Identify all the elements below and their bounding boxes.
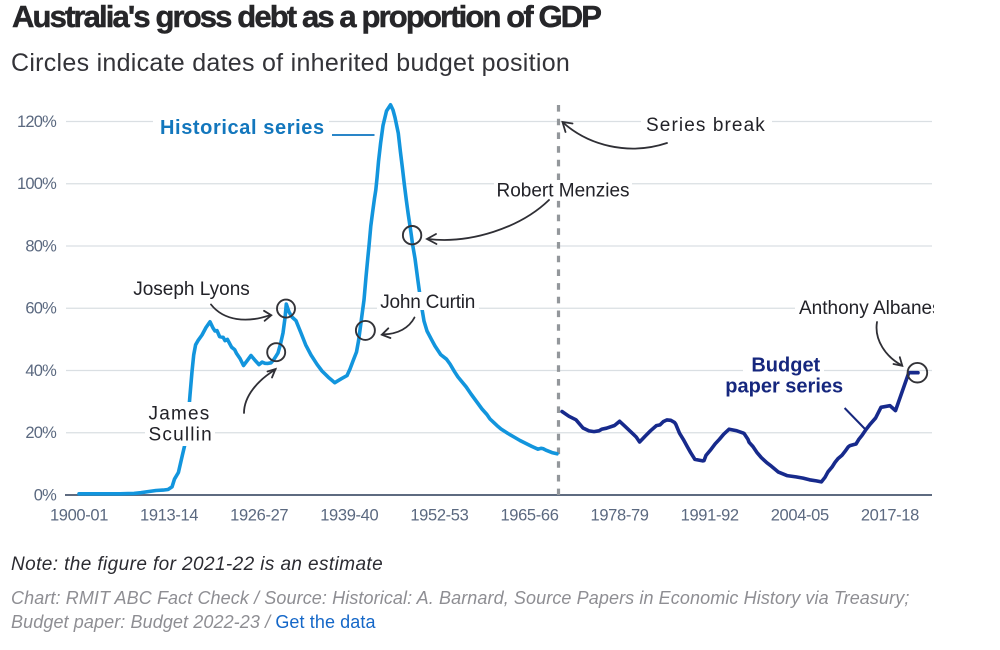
svg-text:Joseph Lyons: Joseph Lyons xyxy=(133,279,250,300)
svg-text:1978-79: 1978-79 xyxy=(591,507,649,525)
svg-text:1926-27: 1926-27 xyxy=(230,507,288,525)
svg-text:120%: 120% xyxy=(17,113,57,131)
svg-text:James: James xyxy=(149,404,211,425)
svg-text:1965-66: 1965-66 xyxy=(500,507,558,525)
svg-text:1900-01: 1900-01 xyxy=(50,507,108,525)
svg-text:Scullin: Scullin xyxy=(149,425,213,446)
svg-text:60%: 60% xyxy=(25,300,57,318)
svg-text:Budget: Budget xyxy=(751,354,820,376)
svg-text:80%: 80% xyxy=(25,237,57,255)
svg-text:20%: 20% xyxy=(25,424,57,442)
svg-text:1991-92: 1991-92 xyxy=(681,507,739,525)
svg-text:1939-40: 1939-40 xyxy=(320,507,378,525)
svg-text:1952-53: 1952-53 xyxy=(410,507,468,525)
svg-text:40%: 40% xyxy=(25,362,57,380)
svg-text:paper series: paper series xyxy=(725,375,843,397)
svg-text:2017-18: 2017-18 xyxy=(861,507,919,525)
svg-text:Historical series: Historical series xyxy=(160,117,325,139)
svg-text:Robert Menzies: Robert Menzies xyxy=(496,181,629,202)
svg-text:Series break: Series break xyxy=(646,115,766,136)
svg-text:0%: 0% xyxy=(34,486,57,504)
svg-text:John Curtin: John Curtin xyxy=(380,292,475,313)
svg-text:Anthony Albanese: Anthony Albanese xyxy=(799,298,952,319)
svg-text:1913-14: 1913-14 xyxy=(140,507,198,525)
svg-text:100%: 100% xyxy=(17,175,57,193)
svg-text:2004-05: 2004-05 xyxy=(771,507,829,525)
